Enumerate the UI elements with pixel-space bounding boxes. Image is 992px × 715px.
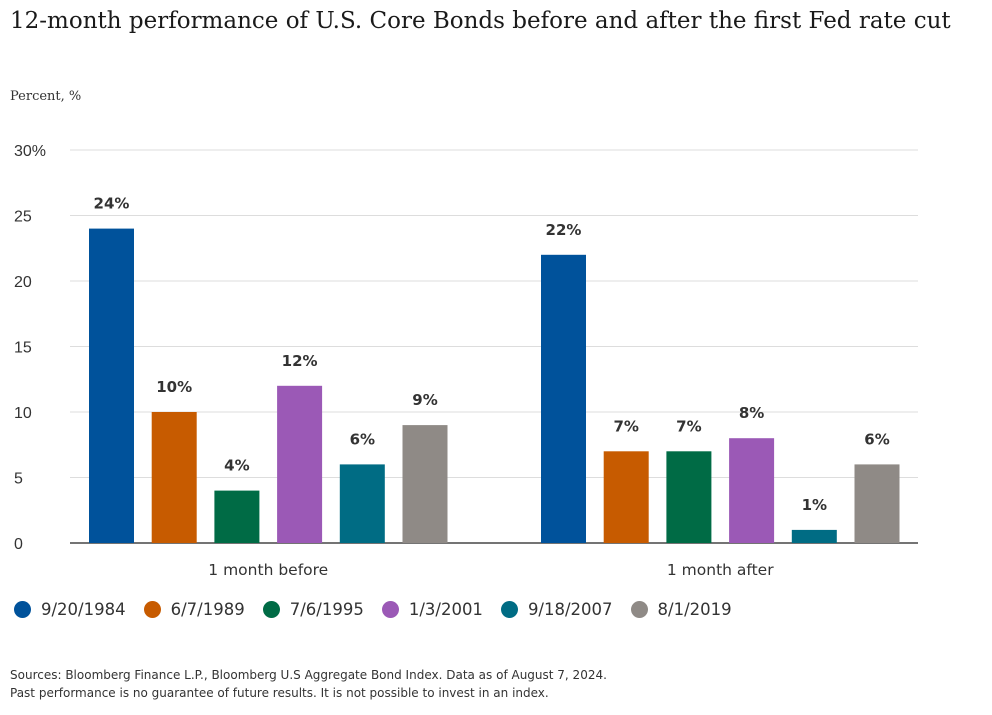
legend-item: 7/6/1995 <box>262 600 364 619</box>
bar <box>214 490 260 543</box>
legend-item: 1/3/2001 <box>381 600 483 619</box>
legend-item: 6/7/1989 <box>143 600 245 619</box>
legend-item: 8/1/2019 <box>630 600 732 619</box>
bar <box>603 451 649 543</box>
bar <box>402 425 448 543</box>
bar <box>541 254 586 544</box>
legend-item: 9/20/1984 <box>14 600 126 619</box>
legend-swatch <box>381 601 399 618</box>
data-label: 10% <box>156 378 192 396</box>
data-label: 22% <box>546 221 582 239</box>
legend-swatch <box>630 601 648 618</box>
data-label: 24% <box>94 195 130 213</box>
bar <box>277 385 323 543</box>
chart-title: 12-month performance of U.S. Core Bonds … <box>10 8 951 34</box>
bar <box>339 464 385 543</box>
y-axis-label: Percent, % <box>10 89 82 104</box>
bar <box>854 464 900 543</box>
data-label: 6% <box>864 430 889 448</box>
legend-swatch <box>143 601 161 618</box>
data-label: 1% <box>802 496 827 514</box>
footnote-disclaimer: Past performance is no guarantee of futu… <box>10 686 549 700</box>
data-label: 6% <box>350 430 375 448</box>
bar <box>729 438 775 543</box>
legend-label: 9/20/1984 <box>41 600 126 619</box>
legend-swatch <box>500 601 518 618</box>
data-label: 7% <box>676 417 701 435</box>
footnote-sources: Sources: Bloomberg Finance L.P., Bloombe… <box>10 668 607 682</box>
bar <box>151 412 197 543</box>
legend-label: 7/6/1995 <box>289 600 364 619</box>
y-tick-label: 10 <box>14 405 32 422</box>
data-label: 9% <box>412 391 437 409</box>
x-category-label: 1 month after <box>667 561 774 579</box>
bar <box>666 451 712 543</box>
legend-label: 1/3/2001 <box>408 600 483 619</box>
legend-label: 8/1/2019 <box>657 600 732 619</box>
bar <box>791 529 837 543</box>
legend-swatch <box>262 601 280 618</box>
data-label: 12% <box>282 352 318 370</box>
legend: 9/20/1984 6/7/1989 7/6/1995 1/3/2001 9/18/20… <box>14 600 732 619</box>
legend-swatch <box>14 601 31 618</box>
bar <box>89 228 134 543</box>
y-tick-label: 0 <box>14 536 23 553</box>
legend-label: 9/18/2007 <box>527 600 613 619</box>
legend-label: 6/7/1989 <box>170 600 245 619</box>
legend-item: 9/18/2007 <box>500 600 613 619</box>
data-label: 7% <box>613 417 638 435</box>
x-category-label: 1 month before <box>208 561 328 579</box>
y-tick-label: 5 <box>14 471 23 488</box>
y-tick-label: 20 <box>14 274 32 291</box>
y-tick-label: 30% <box>14 143 46 160</box>
footnote: Sources: Bloomberg Finance L.P., Bloombe… <box>10 666 607 702</box>
y-tick-label: 25 <box>14 209 32 226</box>
y-tick-label: 15 <box>14 340 32 357</box>
data-label: 4% <box>224 457 249 475</box>
data-label: 8% <box>739 404 764 422</box>
